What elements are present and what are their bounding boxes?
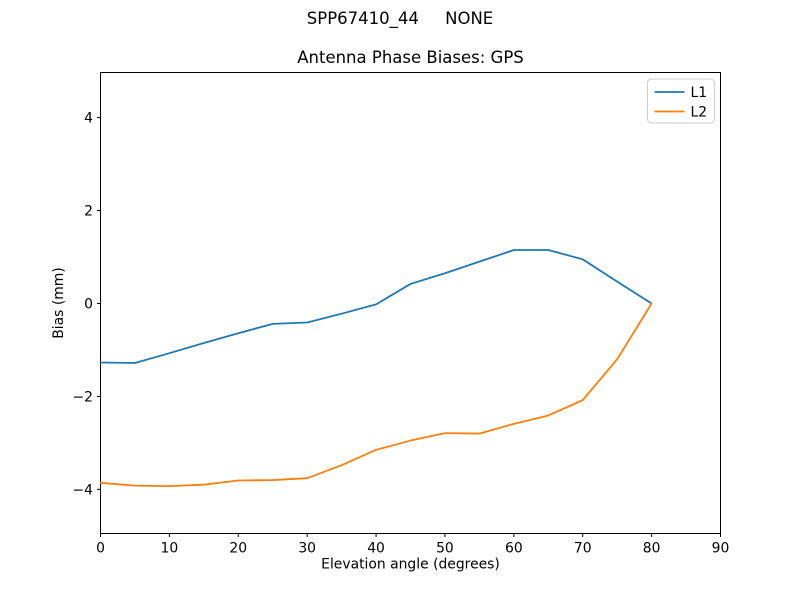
x-tick-label: 60 — [505, 541, 523, 557]
x-tick-label: 40 — [367, 541, 385, 557]
x-tick-label: 70 — [574, 541, 592, 557]
figure-suptitle: SPP67410_44 NONE — [307, 9, 493, 29]
x-tick-label: 50 — [436, 541, 454, 557]
x-tick-label: 10 — [161, 541, 179, 557]
y-tick-label: 2 — [84, 204, 93, 220]
y-tick-label: 4 — [84, 111, 93, 127]
x-axis-label: Elevation angle (degrees) — [321, 557, 500, 573]
x-tick-label: 80 — [643, 541, 661, 557]
y-tick-label: 0 — [84, 296, 93, 312]
plot-title: Antenna Phase Biases: GPS — [297, 48, 524, 67]
series-line-l1 — [99, 249, 653, 364]
x-tick-label: 90 — [712, 541, 730, 557]
x-tick-label: 0 — [96, 541, 105, 557]
x-tick-label: 30 — [298, 541, 316, 557]
y-axis-label: Bias (mm) — [51, 267, 67, 338]
legend-label-l1: L1 — [691, 85, 708, 101]
y-tick-label: −4 — [73, 482, 94, 498]
x-tick-label: 20 — [229, 541, 247, 557]
y-tick-label: −2 — [73, 389, 93, 405]
series-line-l2 — [99, 302, 653, 487]
legend-label-l2: L2 — [691, 104, 708, 120]
